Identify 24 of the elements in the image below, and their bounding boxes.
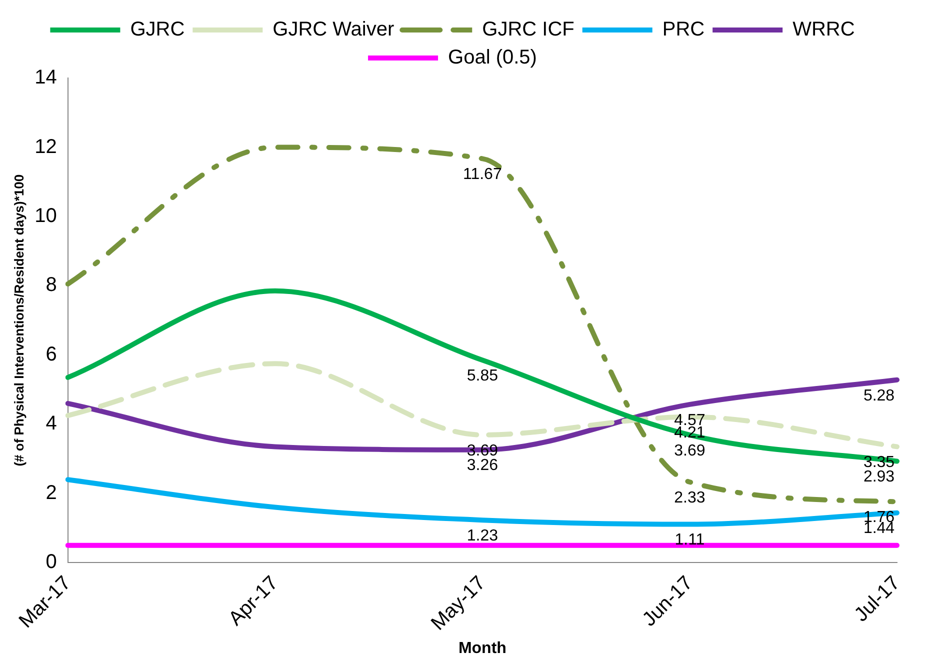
legend-label: PRC	[662, 18, 705, 41]
legend-label: GJRC	[130, 18, 185, 41]
data-label: 2.93	[863, 468, 895, 486]
y-tick-label: 2	[46, 482, 57, 504]
data-label: 2.33	[674, 489, 706, 506]
y-tick-label: 0	[46, 551, 57, 574]
y-tick-label: 10	[34, 204, 57, 227]
data-label: 5.85	[466, 368, 498, 385]
legend-label: Goal (0.5)	[448, 46, 537, 69]
y-tick-label: 8	[46, 274, 57, 296]
y-tick-label: 4	[46, 412, 57, 435]
data-label: 1.23	[466, 527, 498, 544]
data-label: 3.26	[466, 457, 498, 474]
y-tick-label: 12	[34, 136, 57, 158]
legend-label: GJRC ICF	[482, 18, 574, 41]
x-axis-title: Month	[458, 640, 506, 657]
data-label: 5.28	[863, 387, 895, 404]
data-label: 11.67	[462, 166, 502, 184]
data-label: 3.69	[674, 442, 706, 460]
y-tick-label: 14	[34, 66, 57, 89]
legend-label: GJRC Waiver	[272, 18, 394, 41]
y-axis-title: (# of Physical Interventions/Resident days)*100	[11, 174, 26, 466]
legend-label: WRRC	[792, 18, 855, 41]
y-tick-label: 6	[46, 343, 57, 366]
